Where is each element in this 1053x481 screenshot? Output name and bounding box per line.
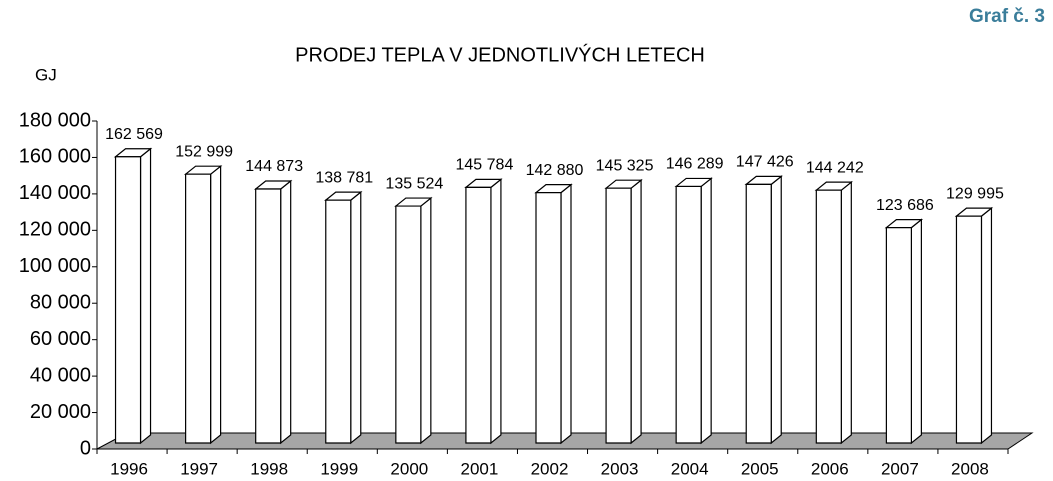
chart-title: PRODEJ TEPLA V JEDNOTLIVÝCH LETECH <box>295 43 705 66</box>
bar <box>324 190 363 445</box>
bar <box>113 147 153 445</box>
bar-face <box>885 227 912 444</box>
value-label: 144 242 <box>806 159 864 176</box>
value-label: 142 880 <box>526 162 584 179</box>
y-tick-label: 60 000 <box>30 328 91 350</box>
bar <box>534 183 573 445</box>
bar <box>674 177 713 445</box>
y-tick-label: 100 000 <box>19 255 91 277</box>
bar <box>604 178 643 445</box>
value-label: 138 781 <box>315 169 373 186</box>
x-tick-label: 1999 <box>320 459 358 478</box>
x-tick-label: 1997 <box>180 459 218 478</box>
x-tick-label: 1998 <box>250 459 288 478</box>
x-tick-label: 2005 <box>741 459 779 478</box>
bar <box>814 180 854 445</box>
bar-face <box>185 173 212 444</box>
bar-face <box>815 189 842 444</box>
bar-face <box>490 178 502 445</box>
bar <box>394 196 433 445</box>
bar-face <box>605 187 632 444</box>
x-tick-label: 2002 <box>531 459 569 478</box>
x-tick-label: 2008 <box>951 459 989 478</box>
y-tick-label: 180 000 <box>19 109 91 131</box>
value-label: 135 524 <box>385 175 443 192</box>
bar <box>954 206 994 445</box>
x-tick-label: 2003 <box>601 459 639 478</box>
bar-face <box>910 218 922 445</box>
value-label: 162 569 <box>105 126 163 143</box>
x-tick-label: 2007 <box>881 459 919 478</box>
x-tick-label: 1996 <box>110 459 148 478</box>
bar-face <box>210 164 222 445</box>
value-label: 147 426 <box>736 154 794 171</box>
y-tick-label: 80 000 <box>30 292 91 314</box>
value-label: 144 873 <box>245 158 303 175</box>
bar-face <box>395 205 422 444</box>
bar <box>183 164 223 445</box>
y-axis-label: GJ <box>35 65 57 84</box>
corner-label: Graf č. 3 <box>969 6 1045 27</box>
x-tick-label: 2000 <box>390 459 428 478</box>
x-tick-label: 2001 <box>461 459 499 478</box>
value-label: 129 995 <box>946 185 1004 202</box>
bar-face <box>840 180 852 445</box>
bar-face <box>700 177 712 445</box>
bar <box>253 179 293 445</box>
bar-face <box>630 178 642 445</box>
bar-face <box>325 199 352 444</box>
y-tick-label: 140 000 <box>19 182 91 204</box>
y-tick-label: 40 000 <box>30 364 91 386</box>
bar-face <box>255 188 282 444</box>
bar <box>464 178 503 445</box>
y-tick-label: 20 000 <box>30 401 91 423</box>
bar-face <box>465 186 492 444</box>
x-tick-label: 2004 <box>671 459 709 478</box>
value-label: 123 686 <box>876 197 934 214</box>
bar-face <box>955 215 983 444</box>
bar-face <box>560 183 572 445</box>
value-label: 145 325 <box>596 157 654 174</box>
bar-face <box>114 156 142 444</box>
bar-face <box>675 185 702 444</box>
y-tick-label: 160 000 <box>19 146 91 168</box>
bar-face <box>770 175 782 445</box>
value-label: 146 289 <box>666 156 724 173</box>
bar-face <box>745 183 772 444</box>
y-tick-label: 120 000 <box>19 219 91 241</box>
bar <box>884 218 924 445</box>
bar-face <box>980 206 993 445</box>
x-tick-label: 2006 <box>811 459 849 478</box>
bar-face <box>350 190 362 445</box>
value-label: 152 999 <box>175 143 233 160</box>
bar-face <box>280 179 292 445</box>
bar <box>744 175 783 445</box>
bar-face <box>535 192 562 444</box>
y-tick-label: 0 <box>80 437 91 459</box>
value-label: 145 784 <box>456 157 514 174</box>
bar-face <box>420 196 432 445</box>
bar-face <box>139 147 152 445</box>
